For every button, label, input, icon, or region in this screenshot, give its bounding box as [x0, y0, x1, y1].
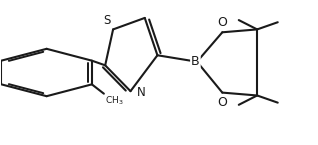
Text: O: O	[218, 96, 228, 109]
Text: S: S	[104, 13, 111, 27]
Text: N: N	[137, 86, 146, 99]
Text: O: O	[218, 16, 228, 29]
Text: CH$_3$: CH$_3$	[105, 95, 123, 107]
Text: B: B	[191, 55, 200, 68]
